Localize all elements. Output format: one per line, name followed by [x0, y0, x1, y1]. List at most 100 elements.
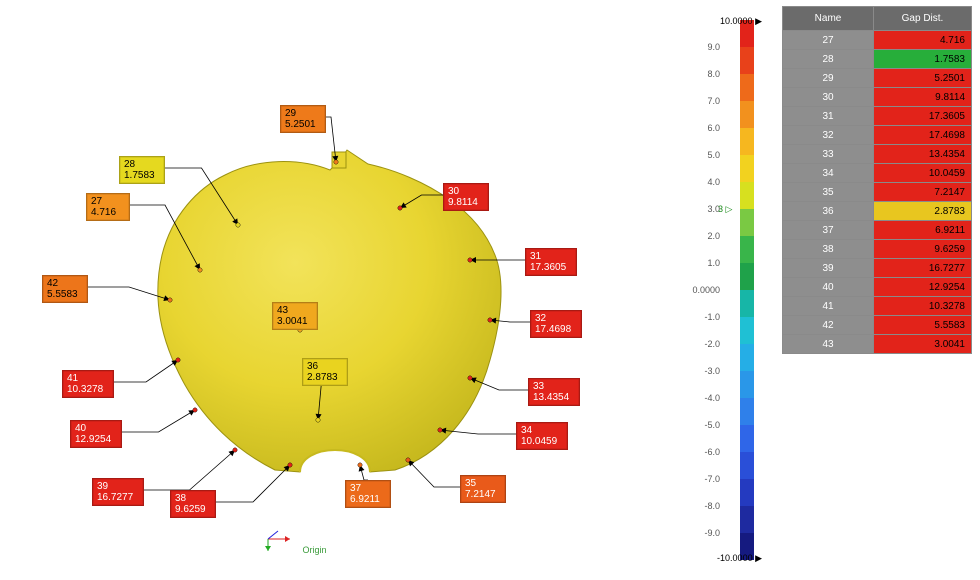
scale-tick: -2.0: [680, 339, 720, 349]
table-row[interactable]: 362.8783: [783, 202, 972, 221]
measure-label-value: 9.6259: [175, 504, 211, 515]
measure-label-36[interactable]: 362.8783: [302, 358, 348, 386]
table-row[interactable]: 425.5583: [783, 316, 972, 335]
measure-label-name: 32: [535, 313, 577, 324]
table-cell-name: 29: [783, 69, 874, 88]
measure-label-29[interactable]: 295.2501: [280, 105, 326, 133]
scale-min-label: -10.0000 ▶: [712, 553, 762, 564]
measure-label-37[interactable]: 376.9211: [345, 480, 391, 508]
table-cell-value: 12.9254: [874, 278, 972, 297]
measure-label-33[interactable]: 3313.4354: [528, 378, 580, 406]
table-cell-name: 36: [783, 202, 874, 221]
table-row[interactable]: 389.6259: [783, 240, 972, 259]
scale-segment: [740, 209, 754, 236]
color-scale: 10.0000 ▶-10.0000 ▶9.08.07.06.05.04.03.0…: [680, 10, 770, 570]
table-row[interactable]: 376.9211: [783, 221, 972, 240]
scale-segment: [740, 371, 754, 398]
measure-label-28[interactable]: 281.7583: [119, 156, 165, 184]
table-cell-name: 35: [783, 183, 874, 202]
table-row[interactable]: 433.0041: [783, 335, 972, 354]
measure-label-value: 3.0041: [277, 316, 313, 327]
measure-label-32[interactable]: 3217.4698: [530, 310, 582, 338]
scale-segment: [740, 128, 754, 155]
measure-label-value: 17.3605: [530, 262, 572, 273]
measure-label-name: 40: [75, 423, 117, 434]
scale-segment: [740, 425, 754, 452]
measure-label-name: 30: [448, 186, 484, 197]
model-viewport[interactable]: 274.716 281.7583 295.2501 309.8114 3117.3605…: [0, 0, 660, 580]
table-row[interactable]: 3410.0459: [783, 164, 972, 183]
table-header-name: Name: [783, 7, 874, 31]
scale-tick: 5.0: [680, 150, 720, 160]
scale-segment: [740, 479, 754, 506]
scale-tick: -5.0: [680, 420, 720, 430]
measure-label-name: 41: [67, 373, 109, 384]
measure-label-42[interactable]: 425.5583: [42, 275, 88, 303]
measure-label-name: 27: [91, 196, 125, 207]
scale-max-label: 10.0000 ▶: [712, 16, 762, 27]
measure-label-value: 12.9254: [75, 434, 117, 445]
table-row[interactable]: 281.7583: [783, 50, 972, 69]
gap-table: Name Gap Dist. 274.716281.7583295.250130…: [782, 6, 972, 354]
measure-label-41[interactable]: 4110.3278: [62, 370, 114, 398]
measure-label-40[interactable]: 4012.9254: [70, 420, 122, 448]
measure-label-name: 39: [97, 481, 139, 492]
measure-label-value: 2.8783: [307, 372, 343, 383]
table-cell-name: 27: [783, 31, 874, 50]
scale-tick: -6.0: [680, 447, 720, 457]
scale-tick: -8.0: [680, 501, 720, 511]
scale-segment: [740, 47, 754, 74]
table-cell-value: 2.8783: [874, 202, 972, 221]
table-cell-name: 32: [783, 126, 874, 145]
measure-label-value: 17.4698: [535, 324, 577, 335]
measure-label-31[interactable]: 3117.3605: [525, 248, 577, 276]
measure-label-name: 38: [175, 493, 211, 504]
table-row[interactable]: 4110.3278: [783, 297, 972, 316]
scale-segment: [740, 236, 754, 263]
color-scale-bar: 10.0000 ▶-10.0000 ▶9.08.07.06.05.04.03.0…: [740, 20, 754, 560]
measure-label-39[interactable]: 3916.7277: [92, 478, 144, 506]
scale-segment: [740, 398, 754, 425]
measure-label-30[interactable]: 309.8114: [443, 183, 489, 211]
table-cell-value: 7.2147: [874, 183, 972, 202]
table-cell-name: 40: [783, 278, 874, 297]
table-row[interactable]: 3217.4698: [783, 126, 972, 145]
table-cell-name: 34: [783, 164, 874, 183]
measure-label-value: 13.4354: [533, 392, 575, 403]
table-cell-value: 17.3605: [874, 107, 972, 126]
table-cell-value: 17.4698: [874, 126, 972, 145]
scale-tick: 0.0000: [680, 285, 720, 295]
scale-tick: -1.0: [680, 312, 720, 322]
table-row[interactable]: 357.2147: [783, 183, 972, 202]
table-row[interactable]: 295.2501: [783, 69, 972, 88]
table-cell-value: 1.7583: [874, 50, 972, 69]
table-row[interactable]: 4012.9254: [783, 278, 972, 297]
measure-label-value: 9.8114: [448, 197, 484, 208]
table-cell-name: 39: [783, 259, 874, 278]
table-cell-name: 42: [783, 316, 874, 335]
scale-tick: 6.0: [680, 123, 720, 133]
measure-label-35[interactable]: 357.2147: [460, 475, 506, 503]
table-row[interactable]: 3313.4354: [783, 145, 972, 164]
measure-label-43[interactable]: 433.0041: [272, 302, 318, 330]
scale-tick: 3.0: [680, 204, 720, 214]
measure-label-value: 10.0459: [521, 436, 563, 447]
scale-tick: 7.0: [680, 96, 720, 106]
table-row[interactable]: 3117.3605: [783, 107, 972, 126]
measure-label-name: 37: [350, 483, 386, 494]
measure-label-name: 43: [277, 305, 313, 316]
table-row[interactable]: 3916.7277: [783, 259, 972, 278]
measure-label-27[interactable]: 274.716: [86, 193, 130, 221]
table-cell-value: 3.0041: [874, 335, 972, 354]
table-cell-value: 4.716: [874, 31, 972, 50]
origin-marker: Origin: [260, 525, 327, 555]
scale-segment: [740, 344, 754, 371]
measure-label-34[interactable]: 3410.0459: [516, 422, 568, 450]
scale-tick: 4.0: [680, 177, 720, 187]
table-row[interactable]: 309.8114: [783, 88, 972, 107]
measure-label-name: 33: [533, 381, 575, 392]
scale-tick: 8.0: [680, 69, 720, 79]
table-row[interactable]: 274.716: [783, 31, 972, 50]
measure-label-value: 6.9211: [350, 494, 386, 505]
measure-label-38[interactable]: 389.6259: [170, 490, 216, 518]
